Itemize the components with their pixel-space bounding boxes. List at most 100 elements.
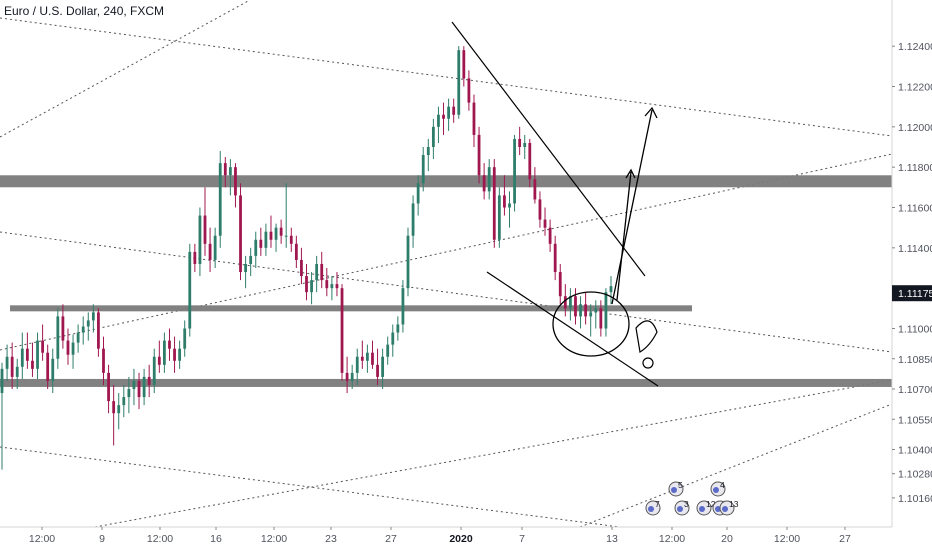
candle[interactable] bbox=[213, 235, 217, 260]
wedge-lower-line[interactable] bbox=[486, 271, 659, 387]
trend-line[interactable] bbox=[0, 446, 621, 528]
candle[interactable] bbox=[71, 342, 75, 355]
candle[interactable] bbox=[289, 235, 293, 244]
candle[interactable] bbox=[5, 356, 9, 369]
candle[interactable] bbox=[589, 312, 593, 317]
candle[interactable] bbox=[310, 280, 313, 293]
candle[interactable] bbox=[25, 348, 29, 361]
candle[interactable] bbox=[452, 106, 456, 115]
candle[interactable] bbox=[391, 332, 395, 345]
candle[interactable] bbox=[411, 203, 415, 236]
candle[interactable] bbox=[482, 175, 486, 192]
candle[interactable] bbox=[487, 167, 491, 192]
candle[interactable] bbox=[421, 155, 425, 184]
candle[interactable] bbox=[41, 340, 44, 353]
candle[interactable] bbox=[442, 114, 445, 119]
candle[interactable] bbox=[594, 308, 598, 313]
candle[interactable] bbox=[558, 272, 562, 297]
candle[interactable] bbox=[244, 263, 247, 273]
candle[interactable] bbox=[147, 376, 151, 385]
candle[interactable] bbox=[523, 142, 527, 147]
candle[interactable] bbox=[431, 126, 435, 147]
candle[interactable] bbox=[91, 312, 95, 321]
candle[interactable] bbox=[386, 344, 390, 357]
candle[interactable] bbox=[497, 195, 501, 240]
candle[interactable] bbox=[437, 114, 440, 127]
candle[interactable] bbox=[46, 352, 50, 381]
candle[interactable] bbox=[157, 356, 161, 365]
candle[interactable] bbox=[51, 358, 55, 381]
candle[interactable] bbox=[371, 352, 374, 365]
candle[interactable] bbox=[274, 227, 278, 240]
candle[interactable] bbox=[467, 78, 471, 103]
candle[interactable] bbox=[345, 372, 349, 381]
candle[interactable] bbox=[254, 239, 258, 256]
candle[interactable] bbox=[513, 138, 516, 204]
candle[interactable] bbox=[528, 142, 532, 180]
candle[interactable] bbox=[360, 356, 364, 361]
candle[interactable] bbox=[457, 50, 461, 115]
candle[interactable] bbox=[152, 356, 156, 385]
candle[interactable] bbox=[305, 276, 308, 293]
candle[interactable] bbox=[330, 284, 334, 289]
candle[interactable] bbox=[173, 348, 176, 361]
candle[interactable] bbox=[0, 368, 4, 394]
candle[interactable] bbox=[563, 296, 567, 309]
candle[interactable] bbox=[508, 203, 511, 208]
circle-annotation[interactable] bbox=[552, 291, 630, 357]
candle[interactable] bbox=[178, 348, 182, 361]
candle[interactable] bbox=[188, 251, 192, 329]
candle[interactable] bbox=[86, 320, 90, 327]
candle[interactable] bbox=[259, 239, 263, 248]
candle[interactable] bbox=[239, 195, 242, 273]
candle[interactable] bbox=[127, 389, 131, 398]
candle[interactable] bbox=[137, 380, 141, 398]
trend-line[interactable] bbox=[0, 17, 893, 137]
candle[interactable] bbox=[406, 235, 410, 289]
candle[interactable] bbox=[97, 312, 100, 349]
candle[interactable] bbox=[81, 326, 85, 333]
arrow-up-long[interactable] bbox=[611, 106, 658, 305]
candle[interactable] bbox=[223, 163, 227, 176]
candle[interactable] bbox=[36, 340, 39, 369]
candle[interactable] bbox=[56, 316, 60, 359]
candle[interactable] bbox=[548, 227, 552, 244]
candle[interactable] bbox=[538, 199, 542, 220]
candle[interactable] bbox=[163, 340, 166, 365]
candle[interactable] bbox=[66, 340, 70, 355]
candle[interactable] bbox=[553, 243, 557, 273]
candle[interactable] bbox=[609, 286, 613, 293]
middle-zone[interactable] bbox=[10, 305, 692, 312]
candle[interactable] bbox=[203, 215, 207, 244]
candle[interactable] bbox=[340, 288, 344, 373]
candle[interactable] bbox=[122, 397, 126, 406]
candle[interactable] bbox=[477, 134, 481, 176]
candle[interactable] bbox=[355, 356, 359, 373]
candle[interactable] bbox=[20, 348, 24, 367]
candle[interactable] bbox=[264, 231, 268, 248]
chart-symbol-title[interactable]: Euro / U.S. Dollar, 240, FXCM bbox=[4, 4, 165, 18]
candle[interactable] bbox=[234, 167, 237, 196]
candle[interactable] bbox=[533, 179, 537, 200]
candle[interactable] bbox=[335, 284, 339, 289]
candle[interactable] bbox=[350, 372, 354, 381]
candle[interactable] bbox=[15, 366, 19, 377]
candle[interactable] bbox=[518, 138, 522, 147]
candle[interactable] bbox=[543, 219, 547, 228]
candle[interactable] bbox=[376, 364, 379, 377]
last-price-tag[interactable] bbox=[892, 285, 932, 302]
candle[interactable] bbox=[61, 316, 65, 341]
resistance-zone[interactable] bbox=[0, 175, 892, 188]
candle[interactable] bbox=[574, 296, 577, 317]
candle[interactable] bbox=[579, 304, 582, 317]
candle[interactable] bbox=[472, 102, 476, 135]
candle[interactable] bbox=[300, 259, 303, 277]
candle[interactable] bbox=[76, 332, 80, 343]
candle[interactable] bbox=[198, 215, 202, 264]
candle[interactable] bbox=[401, 288, 405, 325]
candle[interactable] bbox=[228, 167, 232, 176]
candle[interactable] bbox=[269, 231, 273, 240]
candle[interactable] bbox=[492, 167, 496, 240]
wedge-upper-line[interactable] bbox=[451, 21, 646, 277]
candle[interactable] bbox=[117, 405, 121, 414]
